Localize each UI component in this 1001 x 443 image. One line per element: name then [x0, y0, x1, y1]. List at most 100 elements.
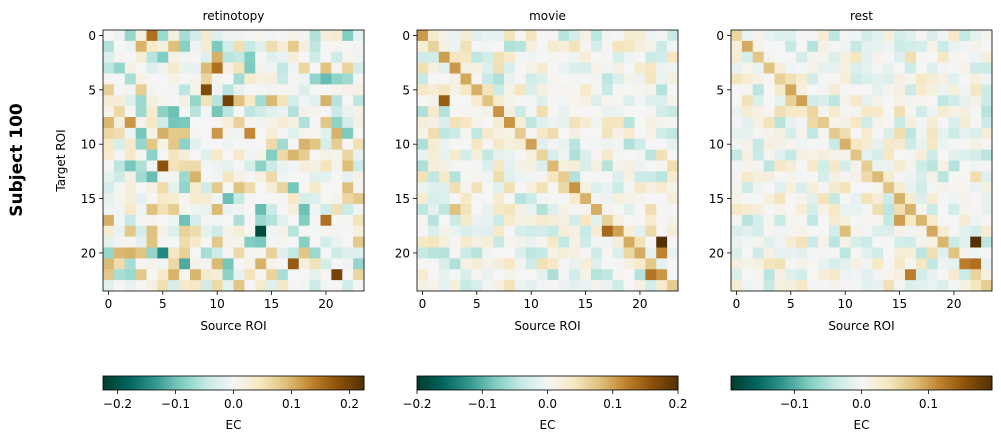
colorbar-segment: [285, 376, 289, 390]
heatmap-cell: [331, 225, 343, 238]
heatmap-cell: [525, 73, 538, 85]
heatmap-cell: [731, 149, 743, 161]
heatmap-cell: [449, 214, 461, 227]
heatmap-cell: [233, 62, 245, 74]
heatmap-cell: [872, 95, 884, 107]
colorbar-segment: [789, 376, 792, 390]
heatmap-cell: [135, 160, 147, 172]
heatmap-cell: [504, 51, 516, 64]
heatmap-cell: [937, 160, 949, 172]
heatmap-cell: [558, 95, 570, 107]
heatmap-cell: [222, 193, 234, 205]
colorbar-segment: [939, 376, 943, 390]
heatmap-cell: [190, 106, 202, 118]
heatmap-cell: [580, 247, 592, 259]
heatmap-cell: [190, 62, 202, 74]
colorbar-segment: [167, 376, 170, 390]
heatmap-cell: [168, 62, 180, 74]
heatmap-cell: [353, 95, 365, 107]
heatmap-cell: [818, 106, 830, 118]
heatmap-cell: [353, 258, 365, 270]
heatmap-cell: [124, 171, 137, 183]
heatmap-cell: [287, 40, 300, 53]
heatmap-cell: [471, 62, 483, 74]
heatmap-cell: [493, 30, 505, 42]
heatmap-cell: [255, 149, 267, 161]
heatmap-cell: [591, 182, 603, 194]
heatmap-cell: [785, 269, 797, 281]
heatmap-cell: [959, 127, 971, 140]
heatmap-cell: [731, 127, 743, 140]
heatmap-cell: [287, 204, 300, 216]
heatmap-cell: [179, 269, 191, 281]
heatmap-cell: [103, 236, 115, 248]
heatmap-cell: [417, 236, 429, 248]
heatmap-cell: [525, 149, 538, 161]
heatmap-cell: [807, 182, 819, 194]
colorbar-segment: [523, 376, 526, 390]
heatmap-cell: [667, 84, 679, 96]
heatmap-cell: [277, 236, 289, 248]
heatmap-cell: [948, 214, 960, 227]
heatmap-cell: [298, 51, 311, 64]
heatmap-cell: [190, 40, 202, 53]
heatmap-cell: [168, 117, 180, 129]
heatmap-cell: [569, 258, 581, 270]
colorbar-segment: [825, 376, 828, 390]
heatmap-cell: [417, 138, 429, 151]
heatmap-cell: [580, 236, 592, 248]
heatmap-cell: [438, 247, 451, 259]
colorbar-segment: [935, 376, 939, 390]
heatmap-cell: [320, 280, 332, 292]
heatmap-cell: [667, 225, 679, 238]
heatmap-cell: [471, 247, 483, 259]
colorbar-segment: [623, 376, 627, 390]
heatmap-cell: [580, 280, 592, 292]
colorbar-segment: [173, 376, 176, 390]
colorbar-segment: [113, 376, 116, 390]
heatmap-cell: [157, 204, 169, 216]
heatmap-cell: [482, 62, 494, 74]
heatmap-cell: [580, 51, 592, 64]
heatmap-cell: [103, 280, 115, 292]
heatmap-cell: [796, 171, 808, 183]
colorbar-segment: [213, 376, 216, 390]
heatmap-cell: [427, 84, 440, 96]
heatmap-cell: [970, 30, 982, 42]
heatmap-cell: [959, 247, 971, 259]
heatmap-cell: [287, 51, 300, 64]
colorbar-segment: [329, 376, 333, 390]
colorbar-segment: [259, 376, 263, 390]
colorbar-segment: [629, 376, 633, 390]
heatmap-cell: [752, 51, 765, 64]
heatmap-cell: [157, 171, 169, 183]
heatmap-cell: [741, 40, 754, 53]
heatmap-cell: [493, 258, 505, 270]
heatmap-cell: [266, 149, 278, 161]
colorbar-segment: [351, 376, 355, 390]
heatmap-cell: [331, 95, 343, 107]
colorbar-segment: [119, 376, 122, 390]
heatmap-cell: [298, 204, 311, 216]
heatmap-cell: [244, 84, 256, 96]
colorbar-segment: [893, 376, 897, 390]
heatmap-cell: [190, 149, 202, 161]
colorbar-segment: [761, 376, 764, 390]
colorbar-segment: [989, 376, 993, 390]
heatmap-cell: [211, 84, 224, 96]
heatmap-cell: [883, 204, 895, 216]
heatmap-cell: [731, 280, 743, 292]
heatmap-cell: [135, 171, 147, 183]
heatmap-cell: [514, 160, 527, 172]
heatmap-cell: [449, 106, 461, 118]
colorbar-segment: [557, 376, 561, 390]
x-tick-label: 0: [105, 297, 113, 311]
heatmap-cell: [547, 40, 559, 53]
heatmap-cell: [937, 84, 949, 96]
heatmap-cell: [645, 51, 657, 64]
heatmap-cell: [828, 127, 841, 140]
heatmap-cell: [667, 51, 679, 64]
colorbar-segment: [333, 376, 337, 390]
colorbar-segment: [171, 376, 174, 390]
heatmap-cell: [894, 225, 906, 238]
